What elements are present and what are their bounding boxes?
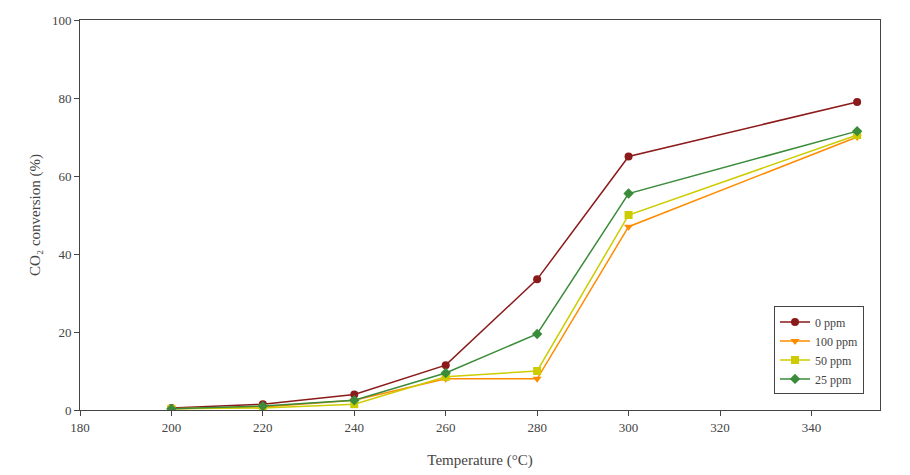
svg-text:80: 80 xyxy=(58,91,71,106)
svg-text:220: 220 xyxy=(253,420,273,435)
svg-text:340: 340 xyxy=(802,420,822,435)
svg-text:100 ppm: 100 ppm xyxy=(815,335,858,349)
svg-text:200: 200 xyxy=(162,420,182,435)
svg-text:280: 280 xyxy=(527,420,547,435)
svg-text:0: 0 xyxy=(65,403,72,418)
svg-text:CO₂ conversion (%): CO₂ conversion (%) xyxy=(27,154,44,276)
svg-text:60: 60 xyxy=(58,169,71,184)
svg-text:100: 100 xyxy=(52,13,72,28)
svg-text:300: 300 xyxy=(619,420,639,435)
svg-text:25 ppm: 25 ppm xyxy=(815,373,852,387)
svg-text:260: 260 xyxy=(436,420,456,435)
svg-text:20: 20 xyxy=(58,325,71,340)
svg-text:0 ppm: 0 ppm xyxy=(815,316,846,330)
svg-text:50 ppm: 50 ppm xyxy=(815,354,852,368)
svg-text:180: 180 xyxy=(70,420,90,435)
svg-text:Temperature (°C): Temperature (°C) xyxy=(427,452,532,469)
svg-text:320: 320 xyxy=(710,420,730,435)
svg-text:240: 240 xyxy=(345,420,365,435)
svg-text:40: 40 xyxy=(58,247,71,262)
